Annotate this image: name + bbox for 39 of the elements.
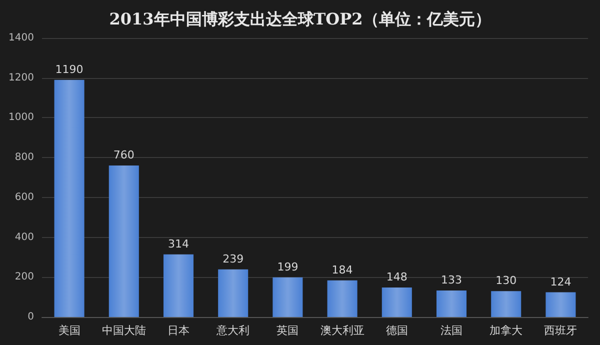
- y-tick-label: 400: [14, 232, 34, 243]
- y-tick-label: 0: [28, 312, 34, 322]
- data-label: 1190: [55, 62, 84, 76]
- x-tick-label: 澳大利亚: [320, 324, 364, 337]
- bar: [272, 277, 303, 317]
- x-tick-label: 意大利: [216, 324, 250, 337]
- bar: [54, 80, 84, 317]
- data-label: 124: [550, 275, 572, 288]
- data-label: 760: [113, 148, 134, 162]
- y-tick-label: 600: [14, 192, 34, 203]
- bar: [163, 254, 194, 317]
- y-tick-label: 1200: [8, 72, 34, 84]
- data-label: 133: [441, 273, 462, 286]
- chart-title: 2013年中国博彩支出达全球TOP2（单位：亿美元）: [109, 10, 491, 28]
- y-tick-label: 200: [14, 272, 34, 283]
- x-tick-label: 加拿大: [490, 324, 523, 337]
- x-tick-label: 日本: [168, 324, 190, 337]
- data-label: 130: [496, 274, 517, 288]
- data-label: 199: [277, 260, 298, 274]
- data-label: 239: [222, 252, 244, 266]
- y-tick-label: 1400: [8, 32, 34, 44]
- y-tick-label: 1000: [8, 112, 34, 124]
- data-label: 314: [168, 237, 189, 250]
- bar: [218, 269, 248, 317]
- x-tick-label: 西班牙: [544, 324, 578, 337]
- bar: [546, 292, 576, 317]
- x-tick-label: 法国: [440, 324, 462, 337]
- bar: [382, 288, 412, 317]
- x-tick-label: 中国大陆: [102, 324, 146, 337]
- bar: [108, 166, 139, 317]
- x-tick-label: 美国: [58, 324, 80, 337]
- x-tick-label: 德国: [386, 324, 408, 337]
- x-tick-label: 英国: [276, 324, 299, 337]
- bar: [436, 290, 467, 317]
- data-label: 148: [386, 270, 408, 284]
- bar: [327, 280, 358, 317]
- bar: [491, 291, 522, 317]
- data-label: 184: [332, 263, 353, 276]
- y-tick-label: 800: [14, 152, 34, 164]
